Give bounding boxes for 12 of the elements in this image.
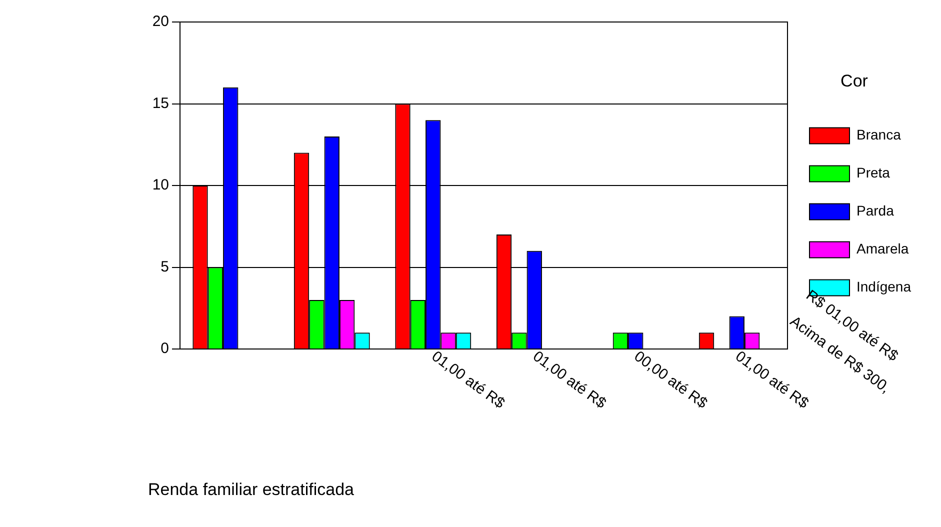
legend-title: Cor xyxy=(840,71,868,90)
x-axis-title: Renda familiar estratificada xyxy=(148,480,355,499)
y-tick-label: 5 xyxy=(160,258,169,276)
legend-label: Amarela xyxy=(856,240,909,257)
legend-label: Branca xyxy=(856,126,902,143)
legend-label: Preta xyxy=(856,164,890,181)
y-tick-label: 10 xyxy=(152,176,169,194)
y-tick-label: 20 xyxy=(152,13,169,30)
legend-label: Indígena xyxy=(856,278,912,295)
y-tick-label: 15 xyxy=(152,94,169,112)
legend-label: Parda xyxy=(856,202,894,219)
y-tick-label: 0 xyxy=(160,340,169,358)
